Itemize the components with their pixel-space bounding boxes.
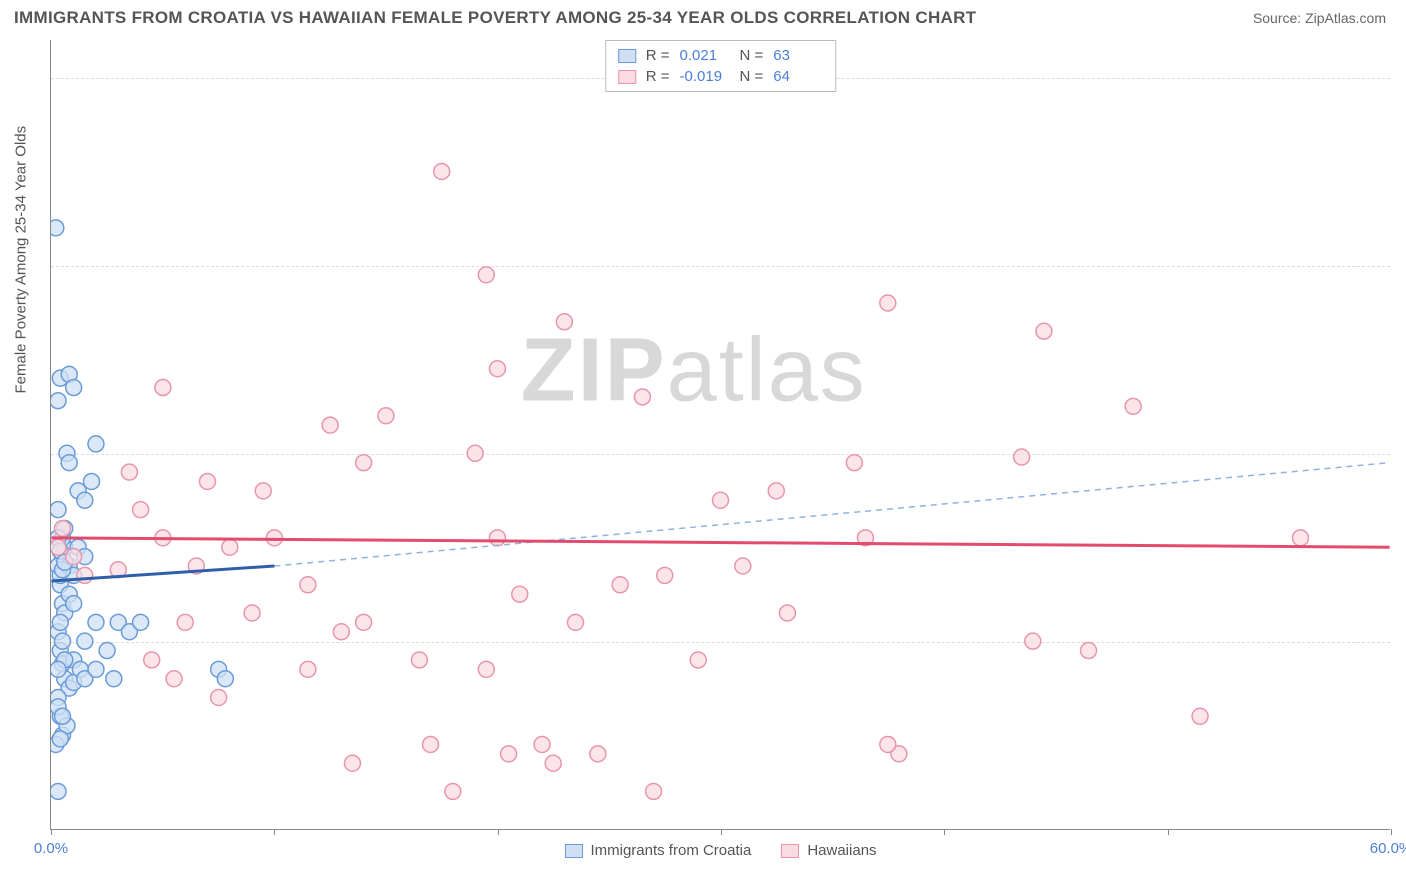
stats-legend-box: R = 0.021 N = 63 R = -0.019 N = 64 — [605, 40, 837, 92]
legend-item: Hawaiians — [781, 842, 876, 859]
swatch-icon — [781, 844, 799, 858]
legend-item: Immigrants from Croatia — [564, 842, 751, 859]
y-axis-title: Female Poverty Among 25-34 Year Olds — [13, 125, 30, 393]
x-tick-label: 0.0% — [34, 840, 68, 857]
swatch-icon — [618, 49, 636, 63]
x-tick-label: 60.0% — [1370, 840, 1406, 857]
stats-row-series2: R = -0.019 N = 64 — [618, 66, 824, 87]
stats-row-series1: R = 0.021 N = 63 — [618, 45, 824, 66]
swatch-icon — [564, 844, 582, 858]
scatter-plot — [51, 40, 1390, 829]
bottom-legend: Immigrants from Croatia Hawaiians — [564, 842, 876, 859]
chart-area: ZIPatlas Female Poverty Among 25-34 Year… — [50, 40, 1390, 830]
swatch-icon — [618, 70, 636, 84]
chart-title: IMMIGRANTS FROM CROATIA VS HAWAIIAN FEMA… — [14, 8, 976, 28]
source-label: Source: ZipAtlas.com — [1253, 10, 1386, 26]
